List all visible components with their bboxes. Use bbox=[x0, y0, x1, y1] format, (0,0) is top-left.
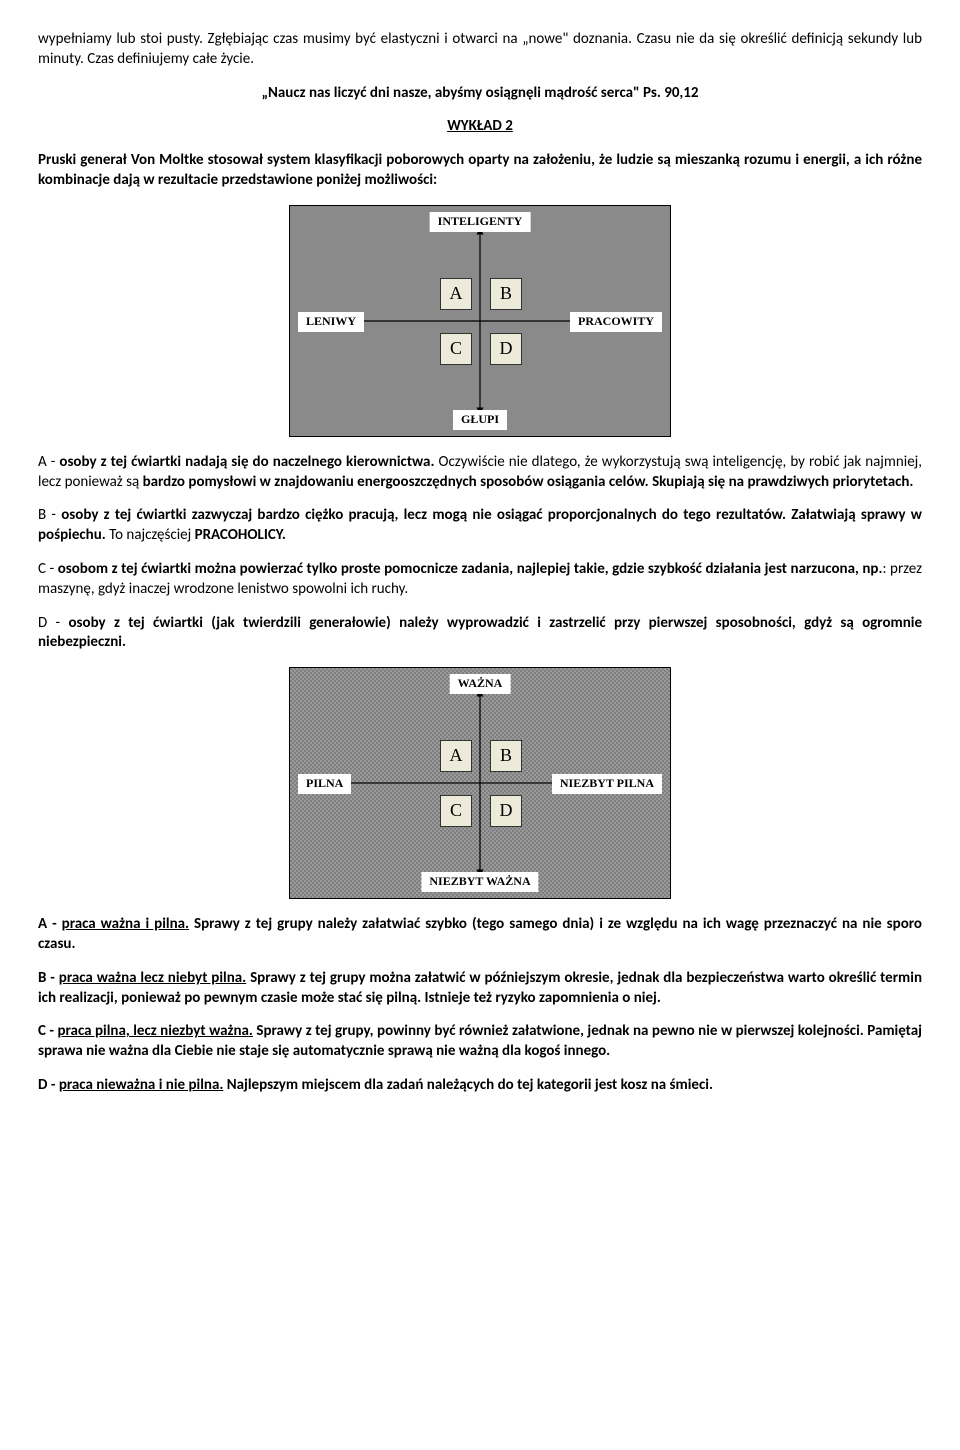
diagram-2-bottom-label: NIEZBYT WAŻNA bbox=[421, 872, 538, 892]
diagram-1-cell-a: A bbox=[440, 278, 472, 310]
task-c: C - praca pilna, lecz niezbyt ważna. Spr… bbox=[38, 1022, 922, 1062]
diagram-1-bottom-label: GŁUPI bbox=[453, 410, 507, 430]
diagram-1-top-label: INTELIGENTY bbox=[430, 212, 531, 232]
task-d-under: praca nieważna i nie pilna. bbox=[59, 1076, 224, 1094]
diagram-2-top-label: WAŻNA bbox=[450, 674, 511, 694]
quote: „Naucz nas liczyć dni nasze, abyśmy osią… bbox=[38, 84, 922, 104]
diagram-2-wrap: WAŻNA PILNA NIEZBYT PILNA NIEZBYT WAŻNA … bbox=[38, 667, 922, 899]
desc-a: A - osoby z tej ćwiartki nadają się do n… bbox=[38, 453, 922, 493]
task-b: B - praca ważna lecz niebyt pilna. Spraw… bbox=[38, 969, 922, 1009]
task-a-label: A - bbox=[38, 915, 62, 933]
intro-paragraph: wypełniamy lub stoi pusty. Zgłębiając cz… bbox=[38, 30, 922, 70]
diagram-1-left-label: LENIWY bbox=[298, 312, 364, 332]
desc-d-label: D - bbox=[38, 614, 68, 632]
diagram-2-cell-c: C bbox=[440, 795, 472, 827]
task-b-under: praca ważna lecz niebyt pilna. bbox=[59, 969, 246, 987]
lecture-heading: WYKŁAD 2 bbox=[38, 117, 922, 137]
desc-d-bold1: osoby z tej ćwiartki (jak twierdzili gen… bbox=[38, 614, 922, 652]
task-d-bold: Najlepszym miejscem dla zadań należących… bbox=[223, 1076, 713, 1094]
task-b-label: B - bbox=[38, 969, 59, 987]
desc-c-label: C - bbox=[38, 560, 58, 578]
task-a: A - praca ważna i pilna. Sprawy z tej gr… bbox=[38, 915, 922, 955]
diagram-2: WAŻNA PILNA NIEZBYT PILNA NIEZBYT WAŻNA … bbox=[289, 667, 671, 899]
diagram-2-cell-d: D bbox=[490, 795, 522, 827]
desc-d: D - osoby z tej ćwiartki (jak twierdzili… bbox=[38, 614, 922, 654]
desc-c-bold1: osobom z tej ćwiartki można powierzać ty… bbox=[58, 560, 883, 578]
diagram-1-cell-c: C bbox=[440, 333, 472, 365]
desc-a-label: A - bbox=[38, 453, 59, 471]
diagram-2-cell-a: A bbox=[440, 740, 472, 772]
desc-b-label: B - bbox=[38, 506, 61, 524]
task-c-label: C - bbox=[38, 1022, 57, 1040]
task-c-under: praca pilna, lecz niezbyt ważna. bbox=[57, 1022, 252, 1040]
diagram-1-cell-d: D bbox=[490, 333, 522, 365]
desc-b-rest: To najczęściej bbox=[106, 526, 195, 544]
diagram-1: INTELIGENTY LENIWY PRACOWITY GŁUPI A B C… bbox=[289, 205, 671, 437]
desc-a-bold2: bardzo pomysłowi w znajdowaniu energoosz… bbox=[143, 473, 914, 491]
task-c-bold1: Sprawy z tej grupy, powinny być również … bbox=[253, 1022, 864, 1040]
desc-c: C - osobom z tej ćwiartki można powierza… bbox=[38, 560, 922, 600]
task-a-under: praca ważna i pilna. bbox=[62, 915, 189, 933]
task-d-label: D - bbox=[38, 1076, 59, 1094]
diagram-1-wrap: INTELIGENTY LENIWY PRACOWITY GŁUPI A B C… bbox=[38, 205, 922, 437]
diagram-1-right-label: PRACOWITY bbox=[570, 312, 662, 332]
diagram-2-right-label: NIEZBYT PILNA bbox=[552, 774, 662, 794]
desc-b-bold2: PRACOHOLICY. bbox=[195, 526, 286, 544]
lead-paragraph: Pruski generał Von Moltke stosował syste… bbox=[38, 151, 922, 191]
desc-b: B - osoby z tej ćwiartki zazwyczaj bardz… bbox=[38, 506, 922, 546]
desc-a-bold1: osoby z tej ćwiartki nadają się do nacze… bbox=[59, 453, 434, 471]
diagram-1-cell-b: B bbox=[490, 278, 522, 310]
diagram-2-left-label: PILNA bbox=[298, 774, 351, 794]
task-d: D - praca nieważna i nie pilna. Najlepsz… bbox=[38, 1076, 922, 1096]
diagram-2-cell-b: B bbox=[490, 740, 522, 772]
